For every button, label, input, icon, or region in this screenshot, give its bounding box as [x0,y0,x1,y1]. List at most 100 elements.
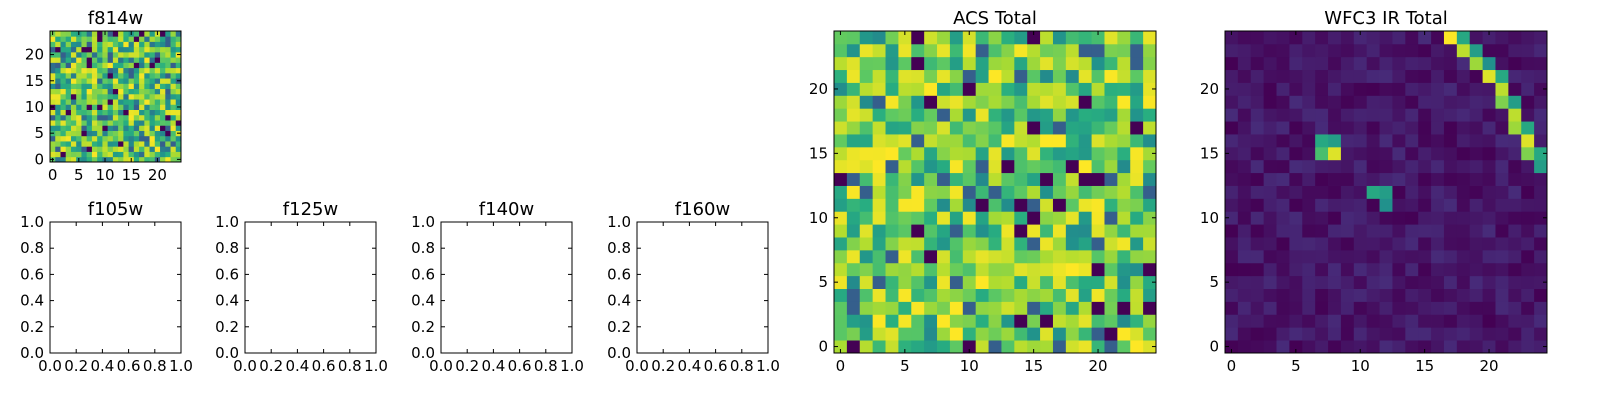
heatmap-cell [1482,301,1496,315]
heatmap-cell [144,99,150,105]
heatmap-cell [149,57,156,63]
y-tick-label: 0.2 [20,318,44,336]
heatmap-cell [911,249,925,264]
heatmap-cell [898,211,912,225]
heatmap-cell [139,62,145,69]
heatmap-cell [859,146,874,161]
x-tick-label: 20 [1479,357,1498,375]
heatmap-cell [1495,262,1509,277]
heatmap-cell [1027,31,1041,45]
heatmap-cell [898,262,912,277]
heatmap-cell [1405,69,1419,83]
heatmap-cell [846,108,861,122]
heatmap-cell [949,275,964,289]
heatmap-cell [1276,185,1290,199]
heatmap-cell [160,99,166,105]
heatmap-cell [112,109,119,116]
heatmap-cell [1078,211,1092,225]
heatmap-cell [1117,43,1131,58]
heatmap-cell [1328,95,1342,109]
heatmap-cell [76,51,82,58]
heatmap-cell [975,249,989,264]
heatmap-cell [885,198,899,212]
heatmap-cell [97,93,103,100]
heatmap-cell [165,156,171,163]
heatmap-cell [1143,314,1157,328]
heatmap-cell [1289,185,1303,199]
heatmap-cell [1130,327,1144,341]
heatmap-cell [1001,211,1015,225]
heatmap-cell [1482,31,1496,45]
heatmap-cell [139,93,145,100]
heatmap-cell [1418,56,1432,71]
heatmap-cell [1392,43,1406,58]
heatmap-cell [102,109,109,116]
heatmap-cell [1495,237,1509,251]
heatmap-cell [175,31,182,37]
heatmap-cell [1443,314,1458,328]
heatmap-cell [885,211,899,225]
heatmap-cell [1225,288,1239,302]
heatmap-cell [123,83,129,90]
heatmap-cell [872,275,886,289]
heatmap-cell [911,262,925,277]
heatmap-cell [1482,211,1496,225]
heatmap-cell [846,31,861,45]
heatmap-cell [91,120,98,126]
heatmap-cell [885,108,899,122]
heatmap-cell [1014,211,1028,225]
heatmap-cell [937,56,951,71]
heatmap-cell [70,83,77,90]
heatmap-cell [1117,56,1131,71]
heatmap-cell [1456,56,1471,71]
heatmap-cell [165,114,171,121]
heatmap-cell [1392,31,1406,45]
heatmap-cell [975,69,989,83]
heatmap-cell [1328,172,1342,186]
heatmap-cell [1353,262,1368,277]
heatmap-cell [846,249,861,264]
heatmap-cell [160,57,166,63]
heatmap-cell [1315,249,1329,264]
heatmap-cell [911,159,925,174]
heatmap-cell [1340,275,1355,289]
heatmap-cell [1443,172,1458,186]
heatmap-cell [118,78,124,84]
heatmap-cell [949,301,964,315]
heatmap-cell [937,172,951,186]
heatmap-cell [859,237,874,251]
heatmap-cell [144,130,150,137]
heatmap-cell [872,327,886,341]
heatmap-cell [975,327,989,341]
heatmap-cell [859,56,874,71]
heatmap-cell [97,41,103,48]
heatmap-cell [139,120,145,126]
heatmap-cell [1104,82,1118,96]
heatmap-cell [175,109,182,116]
heatmap-cell [1078,198,1092,212]
heatmap-cell [139,141,145,147]
heatmap-cell [962,159,977,174]
heatmap-cell [1117,237,1131,251]
x-tick-label: 0 [836,357,846,375]
y-tick-label: 1.0 [411,213,435,231]
heatmap-cell [1431,262,1445,277]
heatmap-cell [1353,340,1368,354]
heatmap-cell [139,57,145,63]
heatmap-cell [1143,69,1157,83]
heatmap-cell [1405,314,1419,328]
heatmap-cell [97,125,103,131]
heatmap-cell [1379,198,1393,212]
heatmap-cell [872,185,886,199]
heatmap-cell [1521,301,1535,315]
heatmap-cell [60,31,67,37]
heatmap-cell [91,51,98,58]
y-tick-label: 10 [1200,209,1219,227]
heatmap-cell [165,46,171,53]
heatmap-cell [949,314,964,328]
heatmap-cell [1392,327,1406,341]
heatmap-cell [1495,159,1509,174]
heatmap-cell [91,130,98,137]
heatmap-cell [975,134,989,148]
